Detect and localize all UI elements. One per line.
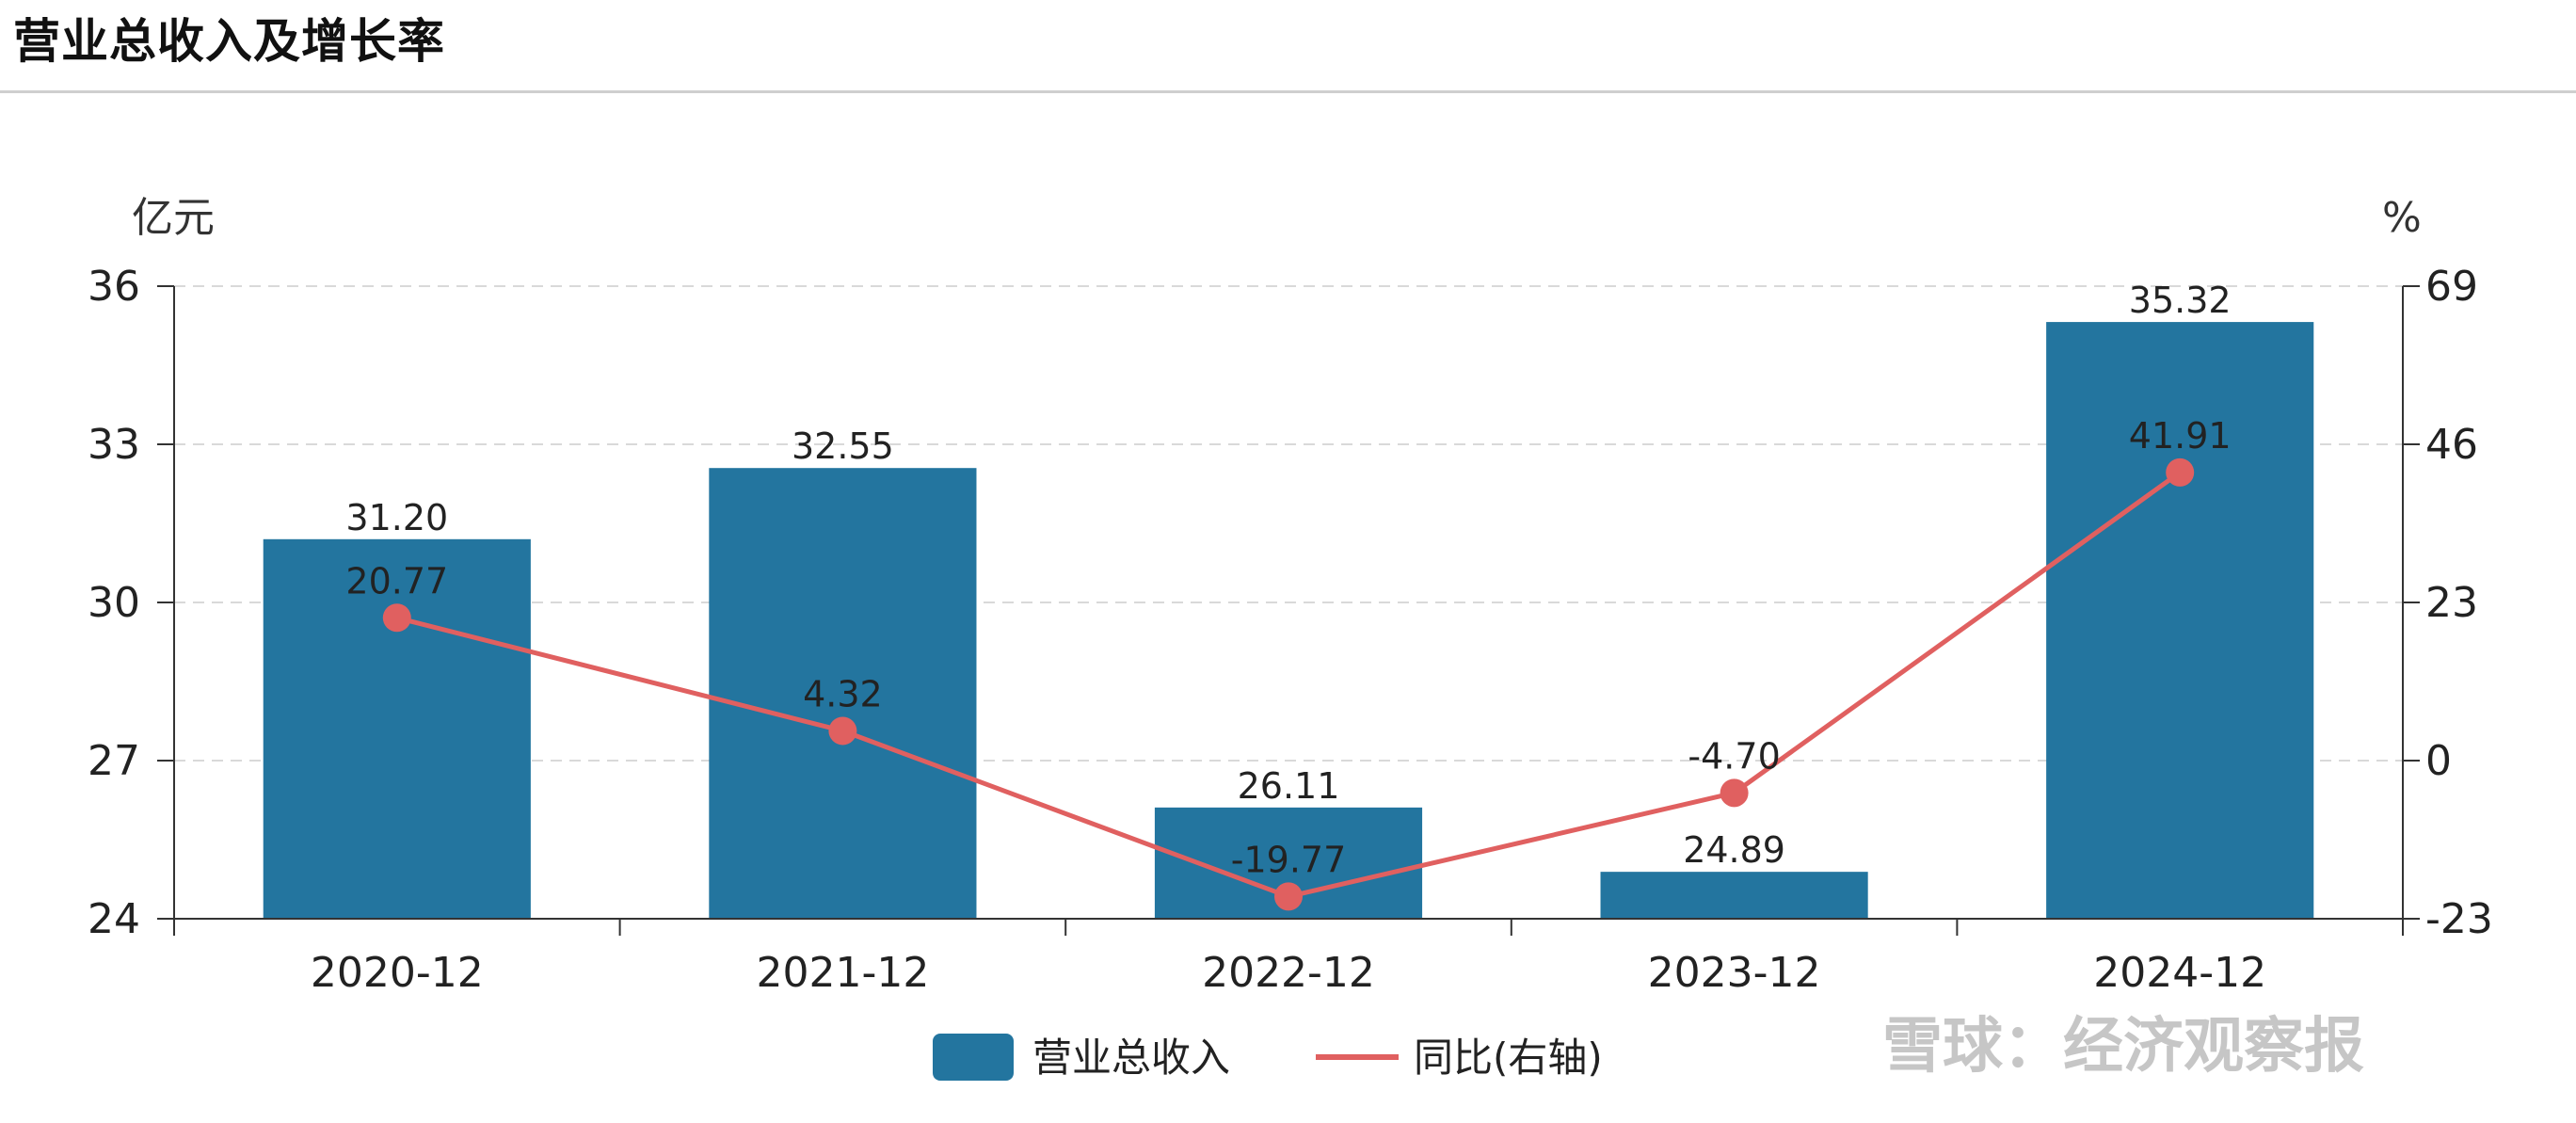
line-series (382, 457, 2195, 911)
x-tick-label: 2021-12 (756, 949, 929, 997)
x-tick-label: 2020-12 (311, 949, 484, 997)
legend-line-label: 同比(右轴) (1414, 1035, 1603, 1081)
bar-2023-12 (1600, 872, 1868, 919)
bar-value-label: 31.20 (345, 497, 448, 538)
growth-value-label: 20.77 (345, 560, 448, 602)
y-left-unit: 亿元 (132, 194, 215, 242)
bar-2021-12 (709, 468, 977, 919)
y-right-tick-label: 0 (2425, 737, 2452, 785)
growth-point-2023-12 (1720, 778, 1749, 808)
growth-point-2022-12 (1274, 882, 1303, 911)
data-labels: 31.20 32.55 26.11 24.89 35.32 20.77 4.32 -19.77… (345, 280, 2231, 880)
y-right-unit: % (2382, 194, 2422, 242)
y-left-tick-label: 27 (88, 737, 140, 785)
bar-value-label: 26.11 (1238, 765, 1340, 807)
bar-series (263, 322, 2314, 920)
growth-point-2024-12 (2166, 457, 2195, 487)
y-right-tick-label: 46 (2425, 421, 2478, 469)
x-tick-label: 2024-12 (2093, 949, 2266, 997)
y-left-tick-label: 33 (88, 421, 140, 469)
growth-value-label: 41.91 (2129, 415, 2232, 457)
bar-value-label: 32.55 (792, 425, 894, 467)
bar-2020-12 (263, 538, 531, 919)
growth-value-label: -19.77 (1231, 839, 1347, 880)
y-left-tick-label: 36 (88, 263, 140, 311)
watermark: 雪球：经济观察报 (1882, 1012, 2364, 1082)
legend: 营业总收入 同比(右轴) (933, 1034, 1603, 1081)
growth-value-label: -4.70 (1688, 735, 1780, 777)
legend-bar-label: 营业总收入 (1032, 1035, 1230, 1081)
growth-value-label: 4.32 (803, 673, 883, 714)
axes: 24 27 30 33 36 -23 0 23 46 69 2020-12 2021-12 2022-1… (88, 194, 2493, 997)
y-left-tick-label: 30 (88, 579, 140, 627)
growth-point-2020-12 (382, 603, 411, 633)
bar-2024-12 (2046, 322, 2314, 920)
y-right-tick-label: 23 (2425, 579, 2478, 627)
y-right-tick-label: -23 (2425, 895, 2493, 943)
y-right-tick-label: 69 (2425, 263, 2478, 311)
x-tick-label: 2023-12 (1648, 949, 1821, 997)
bar-value-label: 24.89 (1683, 829, 1785, 871)
growth-point-2021-12 (828, 716, 857, 746)
title-divider (0, 90, 2576, 93)
y-left-tick-label: 24 (88, 895, 140, 943)
legend-bar-swatch (933, 1034, 1014, 1081)
grid-lines (174, 285, 2403, 762)
page-title: 营业总收入及增长率 (13, 14, 445, 69)
x-tick-label: 2022-12 (1202, 949, 1375, 997)
bar-value-label: 35.32 (2129, 280, 2232, 321)
